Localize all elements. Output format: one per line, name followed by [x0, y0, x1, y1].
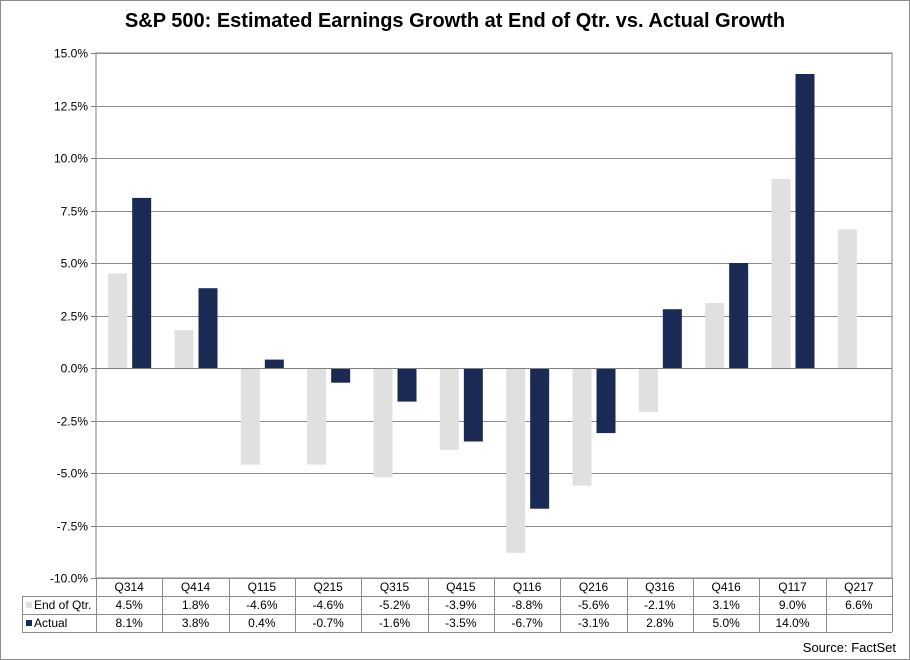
y-tick-label: 2.5% — [61, 310, 89, 324]
x-category-label: Q117 — [778, 580, 807, 594]
x-category-label: Q416 — [711, 580, 741, 594]
data-label: -6.7% — [511, 616, 543, 630]
data-label: 6.6% — [845, 598, 873, 612]
bar-end-of-qtr — [373, 368, 393, 478]
bar-end-of-qtr — [705, 302, 725, 368]
data-label: 5.0% — [712, 616, 740, 630]
bar-actual — [662, 309, 682, 368]
bar-end-of-qtr — [240, 368, 260, 465]
data-label: -3.1% — [578, 616, 610, 630]
bar-end-of-qtr — [174, 330, 194, 368]
x-category-label: Q216 — [579, 580, 609, 594]
source-note: Source: FactSet — [802, 640, 896, 655]
data-label: 3.8% — [182, 616, 210, 630]
y-tick-label: 5.0% — [61, 257, 89, 271]
x-category-label: Q315 — [380, 580, 410, 594]
data-label: -2.1% — [644, 598, 676, 612]
y-tick-label: -5.0% — [57, 467, 89, 481]
data-label: -3.9% — [445, 598, 477, 612]
y-tick-label: 15.0% — [54, 47, 88, 61]
data-label: 14.0% — [775, 616, 809, 630]
bar-end-of-qtr — [439, 368, 459, 450]
y-tick-label: 0.0% — [61, 362, 89, 376]
data-label: 3.1% — [712, 598, 740, 612]
bar-end-of-qtr — [506, 368, 526, 553]
data-label: -4.6% — [312, 598, 344, 612]
bar-actual — [132, 197, 152, 368]
bar-actual — [331, 368, 351, 383]
bar-actual — [729, 263, 749, 368]
data-label: 4.5% — [115, 598, 143, 612]
bar-actual — [463, 368, 483, 442]
x-category-label: Q314 — [114, 580, 144, 594]
data-label: 1.8% — [182, 598, 210, 612]
y-tick-label: 7.5% — [61, 205, 89, 219]
bar-end-of-qtr — [572, 368, 592, 486]
legend-swatch-actual — [26, 620, 32, 626]
bar-actual — [530, 368, 550, 509]
x-category-label: Q215 — [313, 580, 343, 594]
data-label: 2.8% — [646, 616, 674, 630]
data-label: 8.1% — [115, 616, 143, 630]
x-category-label: Q316 — [645, 580, 675, 594]
bar-actual — [264, 359, 284, 368]
y-tick-label: -2.5% — [57, 415, 89, 429]
bar-actual — [397, 368, 417, 402]
x-category-label: Q414 — [181, 580, 211, 594]
y-tick-label: -7.5% — [57, 520, 89, 534]
data-label: -5.6% — [578, 598, 610, 612]
x-category-label: Q115 — [248, 580, 277, 594]
x-category-label: Q116 — [513, 580, 542, 594]
bar-end-of-qtr — [307, 368, 327, 465]
y-tick-label: 12.5% — [54, 100, 88, 114]
bar-actual — [198, 288, 218, 368]
data-label: -8.8% — [511, 598, 543, 612]
bar-end-of-qtr — [771, 179, 791, 368]
legend-label: Actual — [34, 616, 67, 630]
data-label: -4.6% — [246, 598, 278, 612]
data-label: -5.2% — [379, 598, 411, 612]
data-label: -0.7% — [312, 616, 344, 630]
bar-end-of-qtr — [837, 229, 857, 368]
data-label: 0.4% — [248, 616, 276, 630]
y-tick-label: -10.0% — [50, 572, 88, 586]
data-label: 9.0% — [779, 598, 807, 612]
bar-end-of-qtr — [108, 273, 128, 368]
data-label: -3.5% — [445, 616, 477, 630]
bar-actual — [596, 368, 616, 434]
x-category-label: Q415 — [446, 580, 476, 594]
y-tick-label: 10.0% — [54, 152, 88, 166]
x-category-label: Q217 — [844, 580, 874, 594]
legend-swatch-end-of-qtr — [26, 602, 32, 608]
chart-title: S&P 500: Estimated Earnings Growth at En… — [124, 10, 786, 32]
bar-actual — [795, 74, 815, 368]
data-label: -1.6% — [379, 616, 411, 630]
bar-end-of-qtr — [638, 368, 658, 413]
legend-label: End of Qtr. — [34, 598, 91, 612]
